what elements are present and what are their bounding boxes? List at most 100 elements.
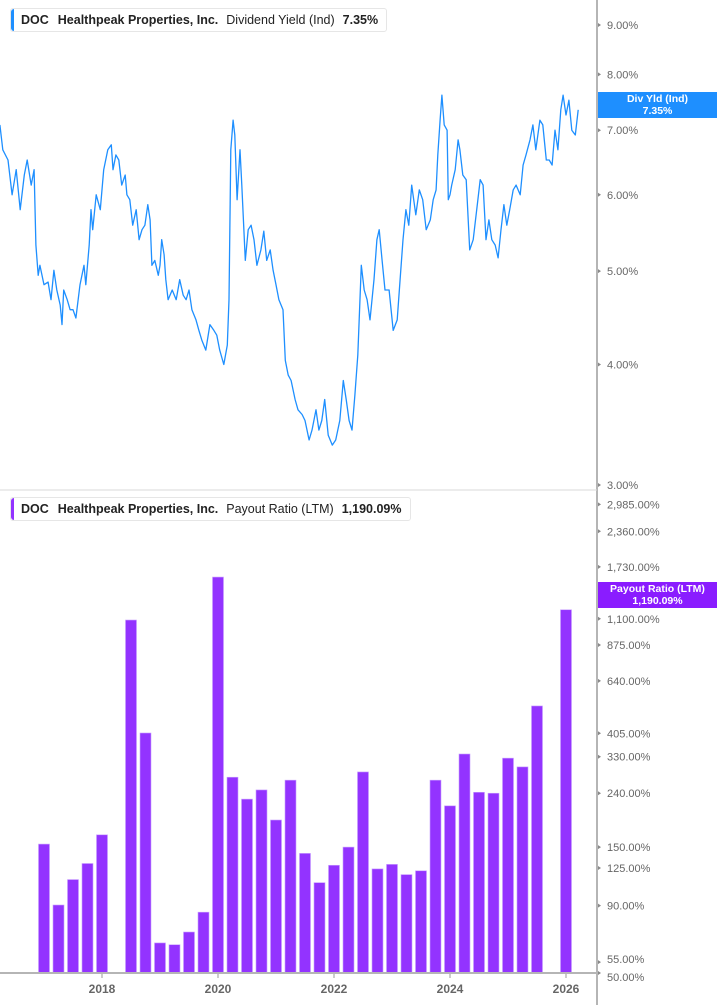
yield-last-value-tag: Div Yld (Ind) 7.35% — [598, 92, 717, 118]
payout-bar[interactable] — [125, 619, 137, 974]
payout-bar[interactable] — [386, 864, 398, 974]
tick-mark — [598, 128, 601, 133]
payout-bar[interactable] — [516, 766, 529, 974]
payout-bar[interactable] — [400, 874, 413, 974]
yield-axis-ticks: 9.00% 8.00% 7.00% 6.00% 5.00% 4.00% 3.00% — [598, 20, 638, 492]
payout-last-value-tag: Payout Ratio (LTM) 1,190.09% — [598, 582, 717, 608]
yield-tag-label: Div Yld (Ind) — [626, 93, 689, 105]
tick-mark — [598, 903, 601, 908]
payout-bar[interactable] — [371, 868, 384, 974]
payout-bar[interactable] — [168, 944, 181, 974]
payout-bar[interactable] — [299, 853, 311, 974]
payout-tick-label: 90.00% — [607, 901, 645, 913]
payout-tick-label: 1,730.00% — [607, 562, 660, 574]
tick-mark — [598, 791, 601, 796]
payout-bar[interactable] — [560, 609, 572, 974]
payout-bar[interactable] — [241, 798, 253, 974]
legend-value: 7.35% — [342, 13, 379, 27]
yield-tick-label: 4.00% — [607, 360, 638, 372]
payout-bar[interactable] — [429, 779, 442, 974]
payout-tag-label: Payout Ratio (LTM) — [610, 583, 705, 595]
payout-bar[interactable] — [255, 789, 268, 974]
tick-mark — [598, 23, 601, 27]
yield-tick-label: 9.00% — [607, 20, 638, 32]
tick-mark — [598, 192, 601, 197]
legend-company: Healthpeak Properties, Inc. — [57, 502, 219, 516]
payout-bar[interactable] — [473, 791, 485, 974]
yield-tick-label: 7.00% — [607, 125, 638, 137]
yield-tick-label: 5.00% — [607, 266, 638, 278]
yield-legend-color — [11, 9, 14, 31]
tick-mark — [598, 483, 601, 487]
payout-bar[interactable] — [415, 870, 427, 974]
tick-mark — [598, 564, 601, 569]
tick-mark — [598, 754, 601, 759]
payout-bar[interactable] — [487, 792, 500, 974]
payout-bar[interactable] — [313, 882, 326, 974]
tick-mark — [598, 971, 601, 975]
payout-tick-label: 330.00% — [607, 752, 651, 764]
payout-tick-label: 125.00% — [607, 863, 651, 875]
payout-bar[interactable] — [154, 942, 166, 974]
payout-tick-label: 1,100.00% — [607, 614, 660, 626]
legend-ticker: DOC — [21, 13, 49, 27]
payout-tag-value: 1,190.09% — [632, 595, 683, 607]
legend-company: Healthpeak Properties, Inc. — [57, 13, 219, 27]
payout-legend-color — [11, 498, 14, 520]
tick-mark — [598, 865, 601, 870]
payout-bar[interactable] — [183, 931, 195, 974]
payout-bars — [38, 576, 572, 974]
year-label: 2020 — [205, 982, 232, 996]
legend-metric: Payout Ratio (LTM) — [226, 502, 334, 516]
payout-bar[interactable] — [444, 805, 456, 974]
yield-tag-value: 7.35% — [642, 105, 673, 117]
payout-bar[interactable] — [342, 846, 355, 974]
payout-bar[interactable] — [96, 834, 108, 974]
year-label: 2024 — [437, 982, 464, 996]
payout-tick-label: 640.00% — [607, 676, 651, 688]
tick-mark — [598, 529, 601, 534]
payout-bar[interactable] — [531, 705, 543, 974]
payout-bar[interactable] — [328, 864, 340, 974]
yield-tick-label: 3.00% — [607, 480, 638, 492]
yield-legend: DOC Healthpeak Properties, Inc. Dividend… — [10, 8, 388, 32]
tick-mark — [598, 960, 601, 965]
tick-mark — [598, 731, 601, 736]
payout-axis-ticks: 2,985.00% 2,360.00% 1,730.00% 1,100.00% 875.… — [598, 499, 660, 984]
tick-mark — [598, 642, 601, 647]
payout-bar[interactable] — [139, 732, 152, 974]
payout-bar[interactable] — [357, 771, 369, 974]
payout-tick-label: 2,985.00% — [607, 499, 660, 511]
payout-tick-label: 150.00% — [607, 842, 651, 854]
payout-tick-label: 405.00% — [607, 728, 651, 740]
payout-bar[interactable] — [67, 879, 79, 974]
year-label: 2026 — [553, 982, 580, 996]
payout-tick-label: 875.00% — [607, 640, 651, 652]
yield-tick-label: 6.00% — [607, 190, 638, 202]
payout-bar[interactable] — [212, 576, 224, 974]
payout-tick-label: 55.00% — [607, 954, 645, 966]
dividend-yield-line — [0, 94, 579, 446]
payout-bar[interactable] — [270, 819, 282, 974]
payout-bar[interactable] — [38, 843, 50, 974]
tick-mark — [598, 362, 601, 367]
year-label: 2022 — [321, 982, 348, 996]
payout-bar[interactable] — [197, 911, 210, 974]
payout-legend: DOC Healthpeak Properties, Inc. Payout R… — [10, 497, 411, 521]
tick-mark — [598, 269, 601, 274]
year-label: 2018 — [89, 982, 116, 996]
tick-mark — [598, 502, 601, 507]
tick-mark — [598, 616, 601, 621]
tick-mark — [598, 678, 601, 683]
payout-bar[interactable] — [52, 904, 65, 974]
payout-bar[interactable] — [458, 753, 471, 974]
legend-ticker: DOC — [21, 502, 49, 516]
payout-bar[interactable] — [226, 776, 239, 974]
x-axis-year-labels: 2018 2020 2022 2024 2026 — [89, 973, 580, 996]
tick-mark — [598, 72, 601, 77]
payout-bar[interactable] — [284, 779, 297, 974]
payout-bar[interactable] — [502, 757, 514, 974]
payout-bar[interactable] — [81, 863, 94, 974]
payout-tick-label: 240.00% — [607, 788, 651, 800]
